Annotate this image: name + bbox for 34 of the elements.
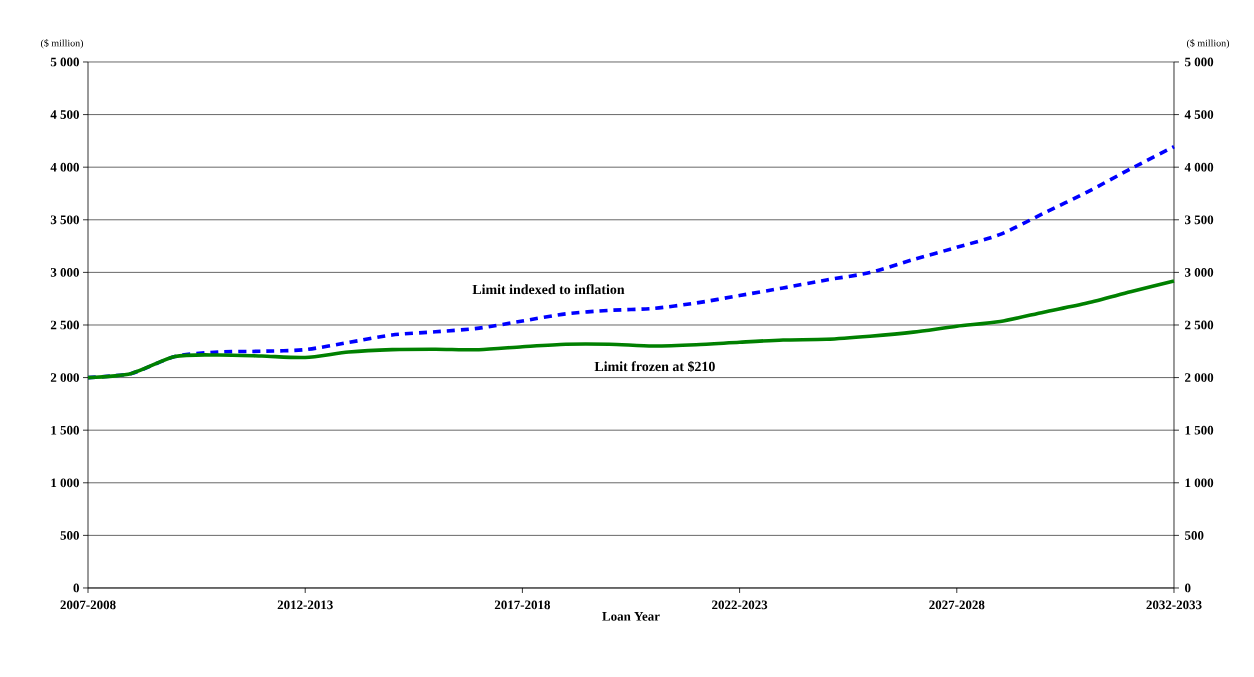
y-tick-label: 1 500 [51, 425, 79, 435]
y-tick-label: 3 500 [50, 215, 79, 225]
y2-tick-label: 1 500 [1185, 425, 1214, 435]
y2-tick-label: 3 500 [1185, 215, 1214, 225]
x-tick-label: 2007-2008 [60, 600, 116, 610]
y2-tick-label: 3 000 [1185, 268, 1214, 277]
line-series [86, 279, 1176, 380]
x-tick-label: 2022-2023 [712, 600, 768, 610]
y2-tick-label: 5 000 [1185, 57, 1214, 67]
y2-axis-title: ($ million) [1186, 39, 1229, 49]
y2-tick-label: 0 [1185, 583, 1191, 593]
series-label: Limit indexed to inflation [472, 284, 625, 295]
y-tick-label: 3 000 [50, 268, 79, 277]
x-tick-label: 2017-2018 [494, 600, 551, 610]
y-tick-label: 0 [73, 583, 79, 593]
x-tick-label: 2027-2028 [929, 600, 985, 610]
x-axis-title: Loan Year [602, 612, 660, 621]
x-tick-label: 2012-2013 [277, 600, 333, 610]
y-tick-label: 500 [60, 531, 79, 540]
y-tick-label: 4 000 [50, 162, 79, 172]
x-tick-label: 2032-2033 [1146, 600, 1202, 610]
y2-tick-label: 4 500 [1184, 110, 1214, 119]
y-tick-label: 5 000 [50, 57, 79, 67]
y-tick-label: 4 500 [50, 110, 79, 119]
y2-tick-label: 2 000 [1185, 373, 1214, 382]
y-tick-label: 2 500 [50, 320, 79, 330]
y-tick-label: 2 000 [50, 373, 79, 382]
y2-tick-label: 500 [1185, 531, 1204, 540]
y2-tick-label: 1 000 [1185, 478, 1214, 488]
series-label: Limit frozen at $210 [594, 360, 715, 373]
y2-tick-label: 2 500 [1185, 320, 1214, 330]
y-tick-label: 1 000 [51, 478, 79, 488]
y-axis-title: ($ million) [41, 39, 84, 49]
y2-tick-label: 4 000 [1184, 162, 1214, 172]
